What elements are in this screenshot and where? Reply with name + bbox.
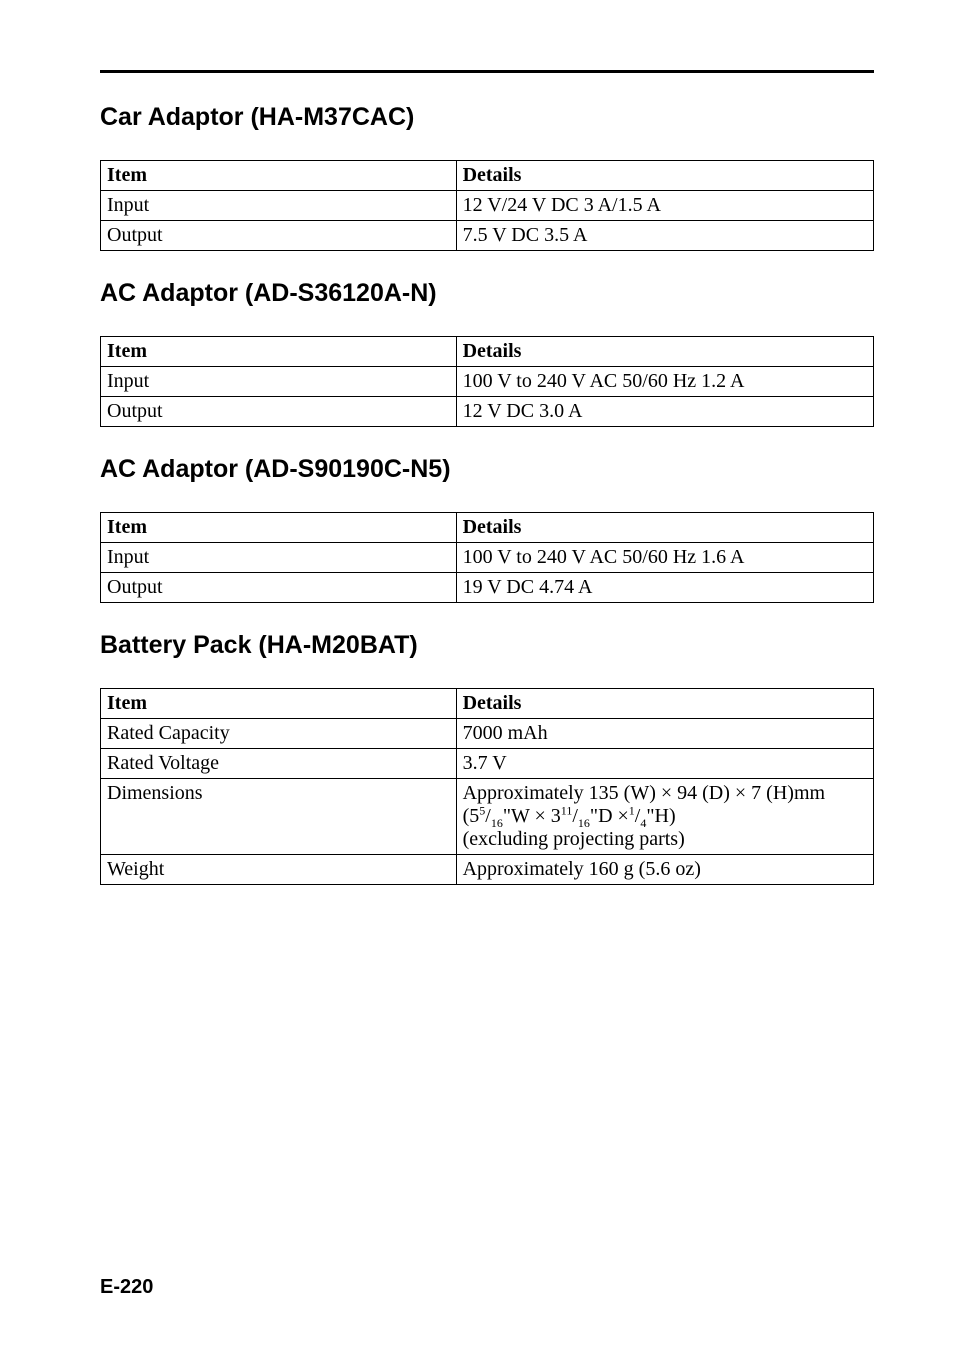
- cell-item: Output: [101, 397, 457, 427]
- cell-details: 12 V DC 3.0 A: [456, 397, 873, 427]
- cell-details: 19 V DC 4.74 A: [456, 573, 873, 603]
- spec-table-3: Item Details Rated Capacity 7000 mAh Rat…: [100, 688, 874, 885]
- section-heading-3: Battery Pack (HA-M20BAT): [100, 631, 874, 660]
- table-header-row: Item Details: [101, 689, 874, 719]
- section-heading-0: Car Adaptor (HA-M37CAC): [100, 103, 874, 132]
- col-header-details: Details: [456, 337, 873, 367]
- spec-table-0: Item Details Input 12 V/24 V DC 3 A/1.5 …: [100, 160, 874, 251]
- col-header-details: Details: [456, 513, 873, 543]
- cell-item: Weight: [101, 855, 457, 885]
- cell-details: 100 V to 240 V AC 50/60 Hz 1.6 A: [456, 543, 873, 573]
- table-row: Output 7.5 V DC 3.5 A: [101, 221, 874, 251]
- table-row: Output 12 V DC 3.0 A: [101, 397, 874, 427]
- table-header-row: Item Details: [101, 513, 874, 543]
- table-row: Output 19 V DC 4.74 A: [101, 573, 874, 603]
- table-header-row: Item Details: [101, 337, 874, 367]
- table-header-row: Item Details: [101, 161, 874, 191]
- section-heading-1: AC Adaptor (AD-S36120A-N): [100, 279, 874, 308]
- table-row: Input 100 V to 240 V AC 50/60 Hz 1.6 A: [101, 543, 874, 573]
- table-row: Rated Capacity 7000 mAh: [101, 719, 874, 749]
- col-header-item: Item: [101, 689, 457, 719]
- cell-details: 12 V/24 V DC 3 A/1.5 A: [456, 191, 873, 221]
- col-header-details: Details: [456, 161, 873, 191]
- table-row: Dimensions Approximately 135 (W) × 94 (D…: [101, 779, 874, 855]
- cell-item: Dimensions: [101, 779, 457, 855]
- cell-item: Input: [101, 367, 457, 397]
- col-header-item: Item: [101, 513, 457, 543]
- cell-details: Approximately 160 g (5.6 oz): [456, 855, 873, 885]
- cell-details: 7000 mAh: [456, 719, 873, 749]
- cell-item: Rated Voltage: [101, 749, 457, 779]
- cell-item: Output: [101, 221, 457, 251]
- cell-details: 3.7 V: [456, 749, 873, 779]
- section-heading-2: AC Adaptor (AD-S90190C-N5): [100, 455, 874, 484]
- top-rule: [100, 70, 874, 73]
- col-header-item: Item: [101, 337, 457, 367]
- cell-details: Approximately 135 (W) × 94 (D) × 7 (H)mm…: [456, 779, 873, 855]
- cell-item: Input: [101, 191, 457, 221]
- col-header-details: Details: [456, 689, 873, 719]
- cell-details: 7.5 V DC 3.5 A: [456, 221, 873, 251]
- cell-item: Input: [101, 543, 457, 573]
- page-number: E-220: [100, 1276, 153, 1299]
- spec-table-2: Item Details Input 100 V to 240 V AC 50/…: [100, 512, 874, 603]
- cell-details: 100 V to 240 V AC 50/60 Hz 1.2 A: [456, 367, 873, 397]
- col-header-item: Item: [101, 161, 457, 191]
- cell-item: Output: [101, 573, 457, 603]
- table-row: Weight Approximately 160 g (5.6 oz): [101, 855, 874, 885]
- table-row: Input 12 V/24 V DC 3 A/1.5 A: [101, 191, 874, 221]
- table-row: Input 100 V to 240 V AC 50/60 Hz 1.2 A: [101, 367, 874, 397]
- spec-table-1: Item Details Input 100 V to 240 V AC 50/…: [100, 336, 874, 427]
- cell-item: Rated Capacity: [101, 719, 457, 749]
- table-row: Rated Voltage 3.7 V: [101, 749, 874, 779]
